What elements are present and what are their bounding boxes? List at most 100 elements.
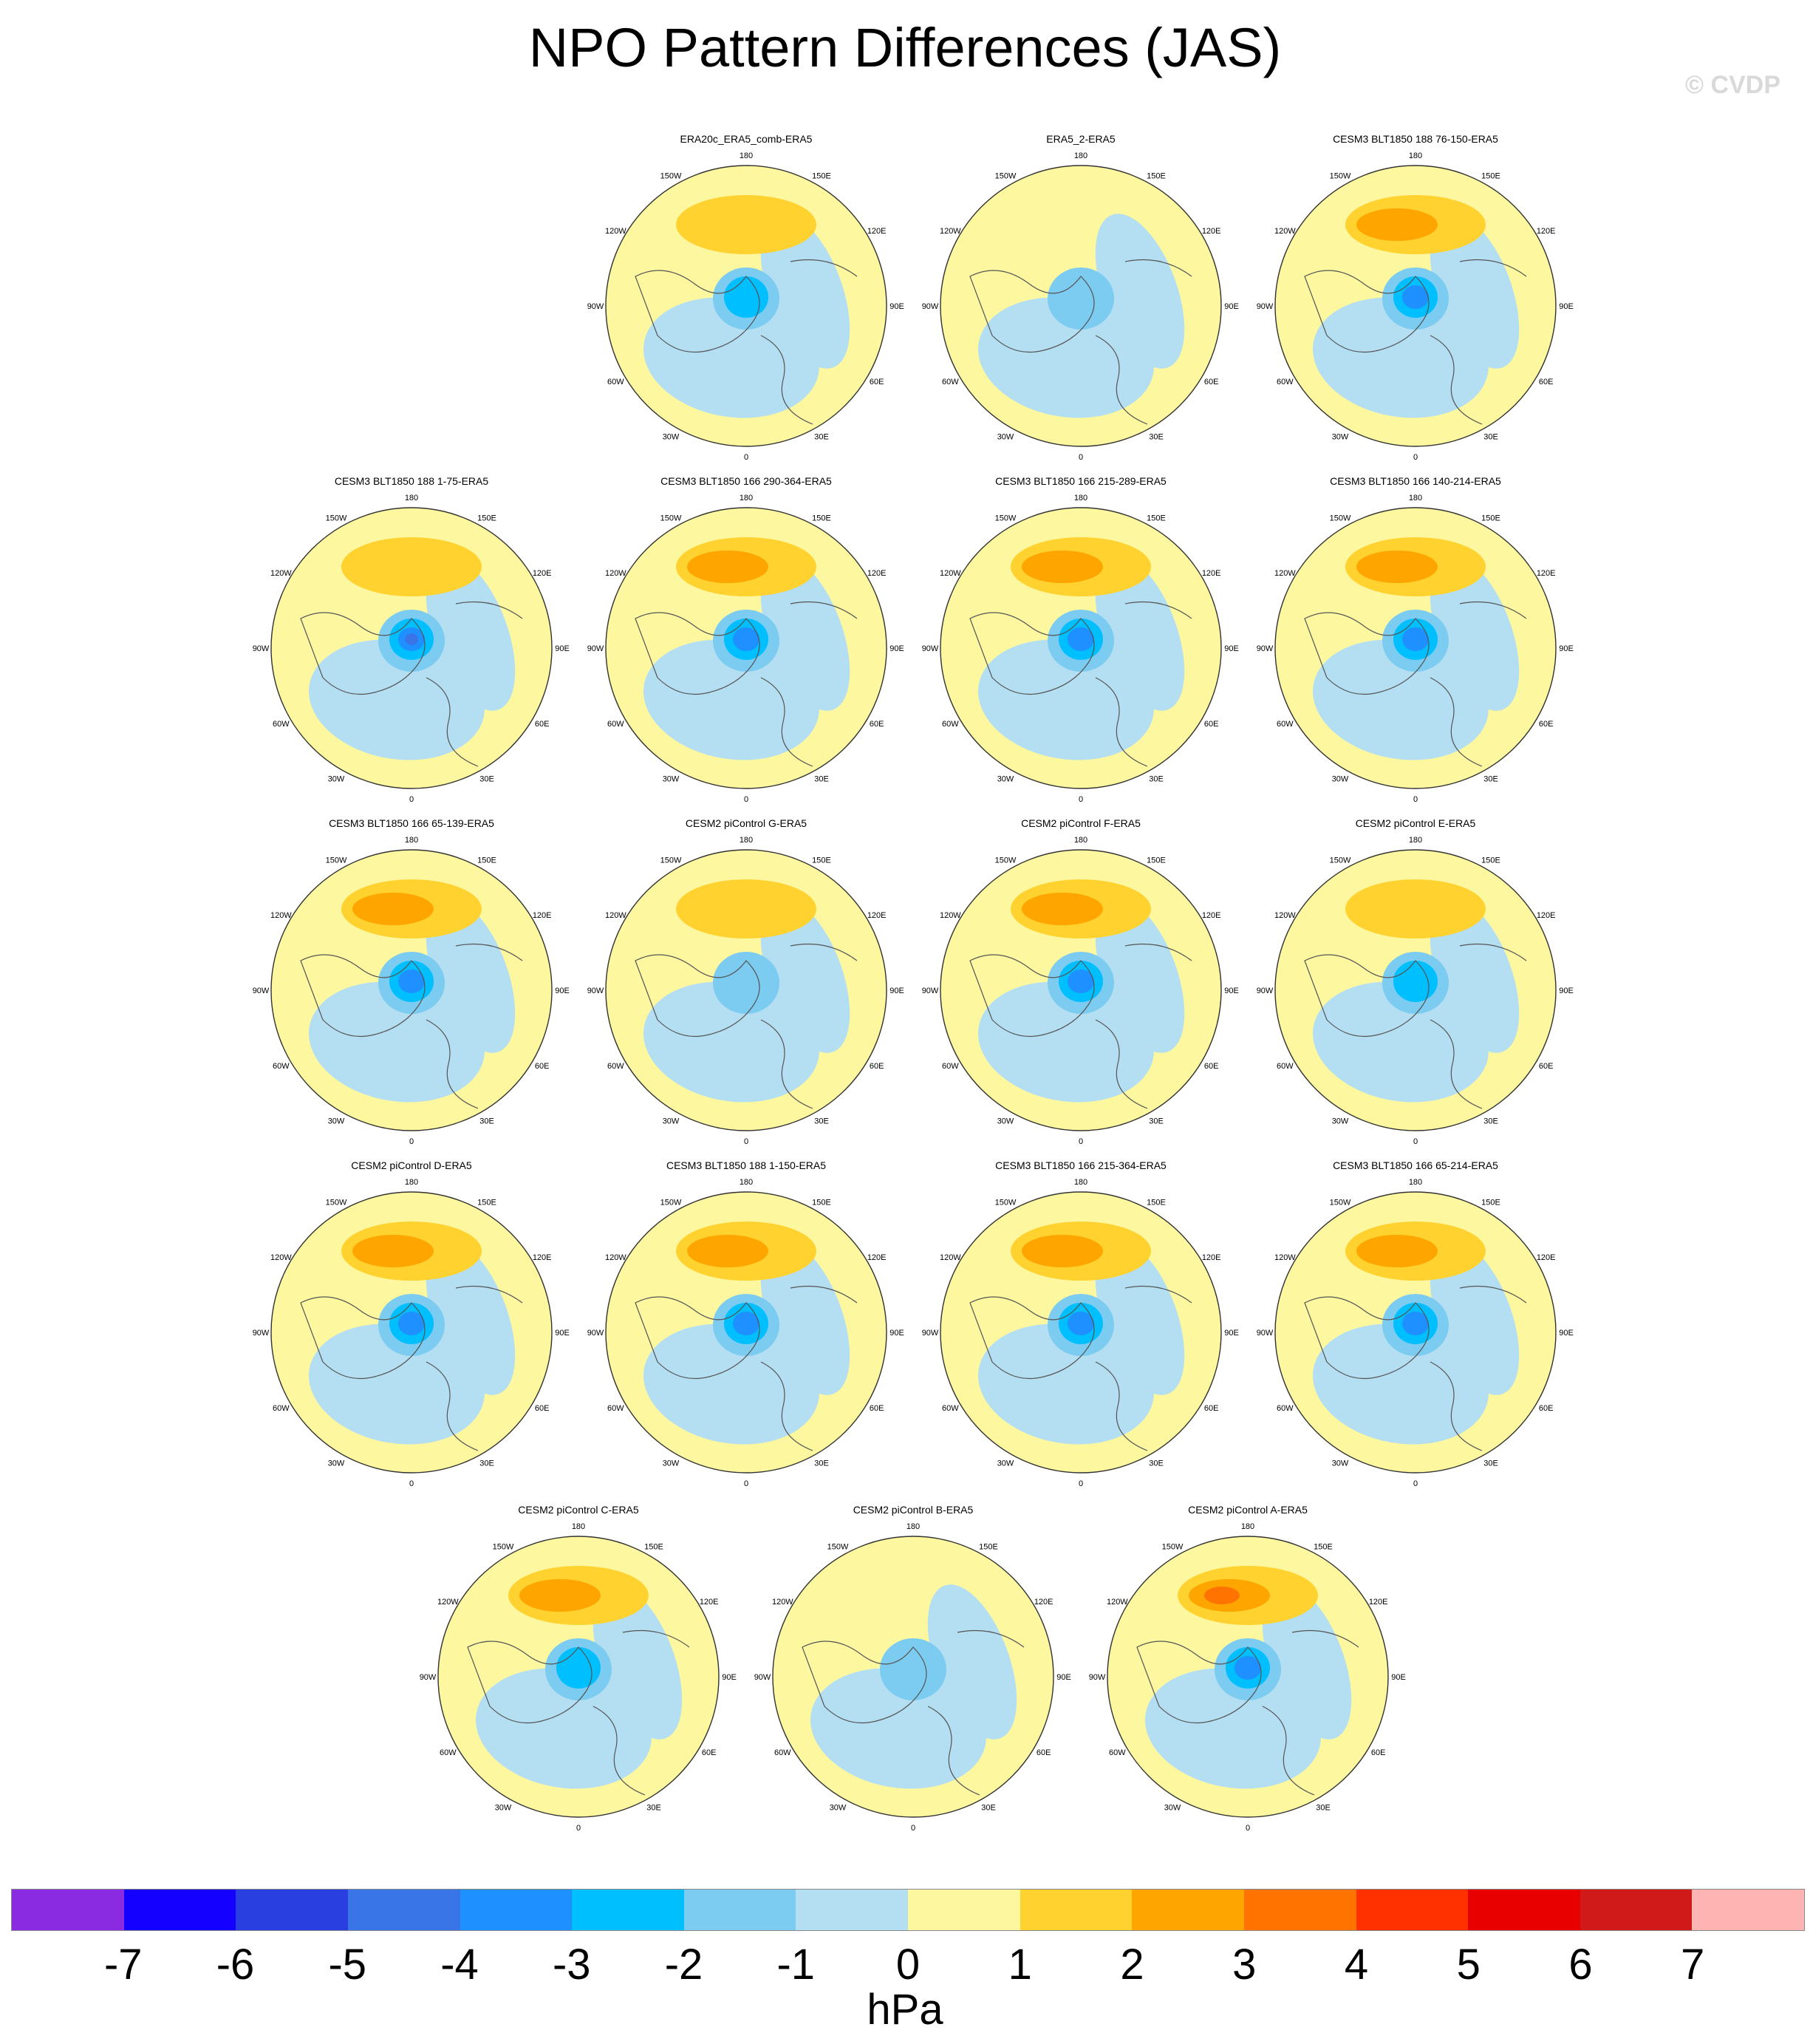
longitude-label: 60W xyxy=(1277,1404,1294,1413)
panel-title: CESM3 BLT1850 188 1-150-ERA5 xyxy=(666,1159,827,1171)
colorbar-tick-label: 0 xyxy=(895,1941,921,1989)
polar-map: 180 150E 120E 90E 60E 30E 0 30W 60W 90W 120W 150W xyxy=(1257,494,1574,804)
colorbar-swatch xyxy=(1132,1890,1244,1930)
longitude-label: 60W xyxy=(942,720,959,729)
longitude-label: 120W xyxy=(1274,911,1296,920)
longitude-label: 120E xyxy=(867,1253,887,1262)
longitude-label: 120W xyxy=(605,911,626,920)
longitude-label: 60W xyxy=(942,378,959,386)
longitude-label: 90W xyxy=(1257,302,1274,311)
longitude-label: 120W xyxy=(605,227,626,236)
longitude-label: 120W xyxy=(270,569,292,578)
polar-map: 180 150E 120E 90E 60E 30E 0 30W 60W 90W 120W 150W xyxy=(922,151,1239,462)
longitude-label: 90E xyxy=(1056,1673,1071,1682)
longitude-label: 90E xyxy=(722,1673,737,1682)
longitude-label: 30W xyxy=(495,1804,512,1813)
colorbar-swatch xyxy=(1580,1890,1693,1930)
longitude-label: 90E xyxy=(1224,302,1239,311)
polar-map: 180 150E 120E 90E 60E 30E 0 30W 60W 90W 120W 150W xyxy=(1089,1522,1406,1833)
map-panel: CESM3 BLT1850 166 65-214-ERA5 180 150E 120E… xyxy=(1246,1159,1585,1499)
positive-anomaly-region xyxy=(676,195,816,254)
longitude-label: 180 xyxy=(740,836,753,845)
negative-anomaly-region xyxy=(1262,1584,1352,1740)
colorbar-tick-labels: -7 -6 -5 -4 -3 -2 -1 0 1 2 3 4 5 6 7 xyxy=(11,1940,1805,1992)
panel-title: CESM2 piControl G-ERA5 xyxy=(685,817,807,829)
coastline xyxy=(969,954,1095,1038)
longitude-label: 150W xyxy=(995,1198,1017,1207)
longitude-label: 150W xyxy=(660,514,682,522)
longitude-label: 150E xyxy=(1147,1198,1166,1207)
longitude-label: 120W xyxy=(940,911,961,920)
longitude-label: 30E xyxy=(1316,1804,1331,1813)
longitude-label: 150W xyxy=(660,1198,682,1207)
longitude-label: 150E xyxy=(812,171,831,180)
map-boundary xyxy=(1274,849,1557,1131)
coastline xyxy=(802,1641,927,1724)
polar-map: 180 150E 120E 90E 60E 30E 0 30W 60W 90W 120W 150W xyxy=(1257,1178,1574,1488)
coastline xyxy=(969,612,1095,695)
map-boundary xyxy=(1107,1536,1389,1818)
longitude-label: 150W xyxy=(326,514,347,522)
longitude-label: 60E xyxy=(870,378,884,386)
negative-anomaly-region xyxy=(978,981,1154,1103)
negative-anomaly-region xyxy=(760,1240,850,1395)
negative-anomaly-region xyxy=(1095,214,1185,369)
map-boundary xyxy=(270,849,553,1131)
coastline xyxy=(635,954,760,1038)
longitude-label: 0 xyxy=(1079,453,1083,462)
colorbar-tick-label: 1 xyxy=(1008,1941,1032,1989)
longitude-label: 120W xyxy=(1274,227,1296,236)
longitude-label: 90W xyxy=(922,987,939,995)
longitude-label: 60E xyxy=(1204,378,1219,386)
longitude-label: 150E xyxy=(1314,1542,1333,1551)
longitude-label: 90E xyxy=(1559,644,1574,653)
longitude-label: 30W xyxy=(663,775,680,784)
map-boundary xyxy=(605,1191,887,1474)
longitude-label: 30E xyxy=(1483,1117,1498,1126)
longitude-label: 180 xyxy=(1409,151,1422,160)
map-panel: CESM3 BLT1850 166 215-364-ERA5 180 150E 120… xyxy=(911,1159,1251,1499)
longitude-label: 90E xyxy=(555,644,570,653)
positive-anomaly-core xyxy=(1022,551,1103,583)
map-panel: CESM2 piControl B-ERA5 180 150E 120E 90E 60E 3… xyxy=(743,1504,1083,1844)
longitude-label: 60W xyxy=(607,378,624,386)
negative-anomaly-region xyxy=(592,1584,683,1740)
negative-anomaly-region xyxy=(1430,1240,1520,1395)
longitude-label: 180 xyxy=(572,1522,585,1531)
coastline xyxy=(1095,259,1192,425)
map-boundary xyxy=(940,507,1222,789)
longitude-label: 120E xyxy=(700,1598,719,1607)
longitude-label: 90W xyxy=(587,302,604,311)
coastline xyxy=(300,1296,426,1380)
longitude-label: 150W xyxy=(995,856,1017,865)
longitude-label: 60E xyxy=(1539,720,1554,729)
colorbar-swatch xyxy=(236,1890,348,1930)
longitude-label: 60E xyxy=(1204,720,1219,729)
longitude-label: 30E xyxy=(1483,775,1498,784)
longitude-label: 120W xyxy=(1274,1253,1296,1262)
longitude-label: 90E xyxy=(889,987,904,995)
negative-anomaly-center xyxy=(398,970,425,993)
longitude-label: 60E xyxy=(870,1062,884,1071)
negative-anomaly-region xyxy=(810,1668,986,1789)
negative-anomaly-region xyxy=(927,1584,1017,1740)
colorbar-tick-label: -3 xyxy=(552,1941,591,1989)
negative-anomaly-region xyxy=(1095,1240,1185,1395)
longitude-label: 150W xyxy=(827,1542,849,1551)
negative-anomaly-region xyxy=(978,297,1154,418)
negative-anomaly-center xyxy=(713,952,779,1014)
coastline xyxy=(1304,270,1430,353)
polar-map: 180 150E 120E 90E 60E 30E 0 30W 60W 90W 120W 150W xyxy=(420,1522,737,1833)
map-boundary xyxy=(772,1536,1054,1818)
longitude-label: 90W xyxy=(253,987,270,995)
coastline xyxy=(635,270,760,353)
longitude-label: 60E xyxy=(1539,378,1554,386)
longitude-label: 60W xyxy=(273,1404,290,1413)
negative-anomaly-center xyxy=(880,1638,946,1700)
colorbar-swatch xyxy=(796,1890,908,1930)
longitude-label: 30W xyxy=(997,775,1014,784)
longitude-label: 150W xyxy=(660,856,682,865)
longitude-label: 60E xyxy=(702,1748,717,1757)
map-panel: ERA5_2-ERA5 180 150E 120E 90E 60E 30E 0 30W 60W 90… xyxy=(911,133,1251,473)
longitude-label: 0 xyxy=(409,1479,414,1488)
